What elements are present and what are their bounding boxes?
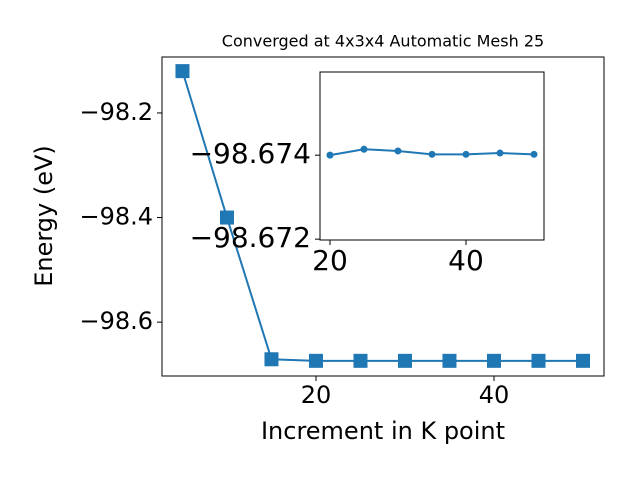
marker (353, 353, 368, 368)
marker (264, 352, 279, 367)
y-axis-label: Energy (eV) (30, 145, 58, 287)
marker (496, 149, 504, 157)
x-tick-label: 40 (448, 244, 484, 277)
y-tick-label: −98.6 (79, 307, 153, 335)
marker (462, 150, 470, 158)
y-tick-label: −98.4 (79, 203, 153, 231)
marker (397, 353, 412, 368)
marker (575, 353, 590, 368)
marker (175, 64, 190, 79)
marker (486, 353, 501, 368)
y-tick-label: −98.672 (190, 221, 311, 254)
x-tick-label: 20 (312, 244, 348, 277)
marker (442, 353, 457, 368)
data-line (181, 70, 583, 362)
x-tick-label: 40 (479, 381, 510, 409)
y-tick-label: −98.674 (190, 137, 311, 170)
marker (308, 353, 323, 368)
marker (530, 150, 538, 158)
marker (326, 151, 334, 159)
marker (531, 353, 546, 368)
x-tick-label: 20 (301, 381, 332, 409)
marker (428, 150, 436, 158)
chart-title: Converged at 4x3x4 Automatic Mesh 25 (222, 32, 544, 51)
y-tick-label: −98.2 (79, 98, 153, 126)
marker (360, 145, 368, 153)
marker (219, 210, 234, 225)
marker (394, 147, 402, 155)
x-axis-label: Increment in K point (261, 417, 505, 445)
